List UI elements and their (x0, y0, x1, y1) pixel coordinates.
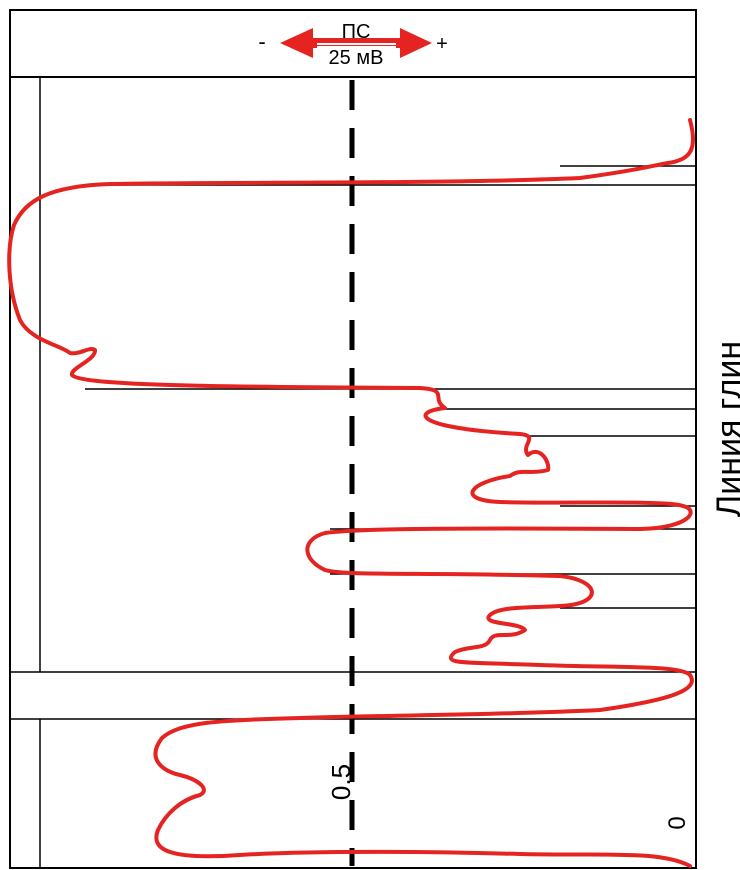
minus-sign: - (258, 29, 265, 54)
scale-value: 25 мВ (329, 47, 384, 69)
scale-arrow-left (280, 28, 313, 43)
scale-arrow-left-bottom (280, 43, 313, 58)
scale-arrow-right (400, 28, 432, 58)
curve-name: ПС (342, 21, 371, 43)
zero-value-label: 0 (664, 816, 691, 829)
plus-sign: + (436, 33, 448, 55)
log-track-frame (9, 9, 697, 869)
scale-indicator: ПС 25 мВ - + (258, 21, 448, 69)
sp-curve (7, 118, 695, 868)
mid-value-label: 0.5 (326, 764, 356, 800)
shale-line-label: Линия глин (710, 341, 740, 517)
